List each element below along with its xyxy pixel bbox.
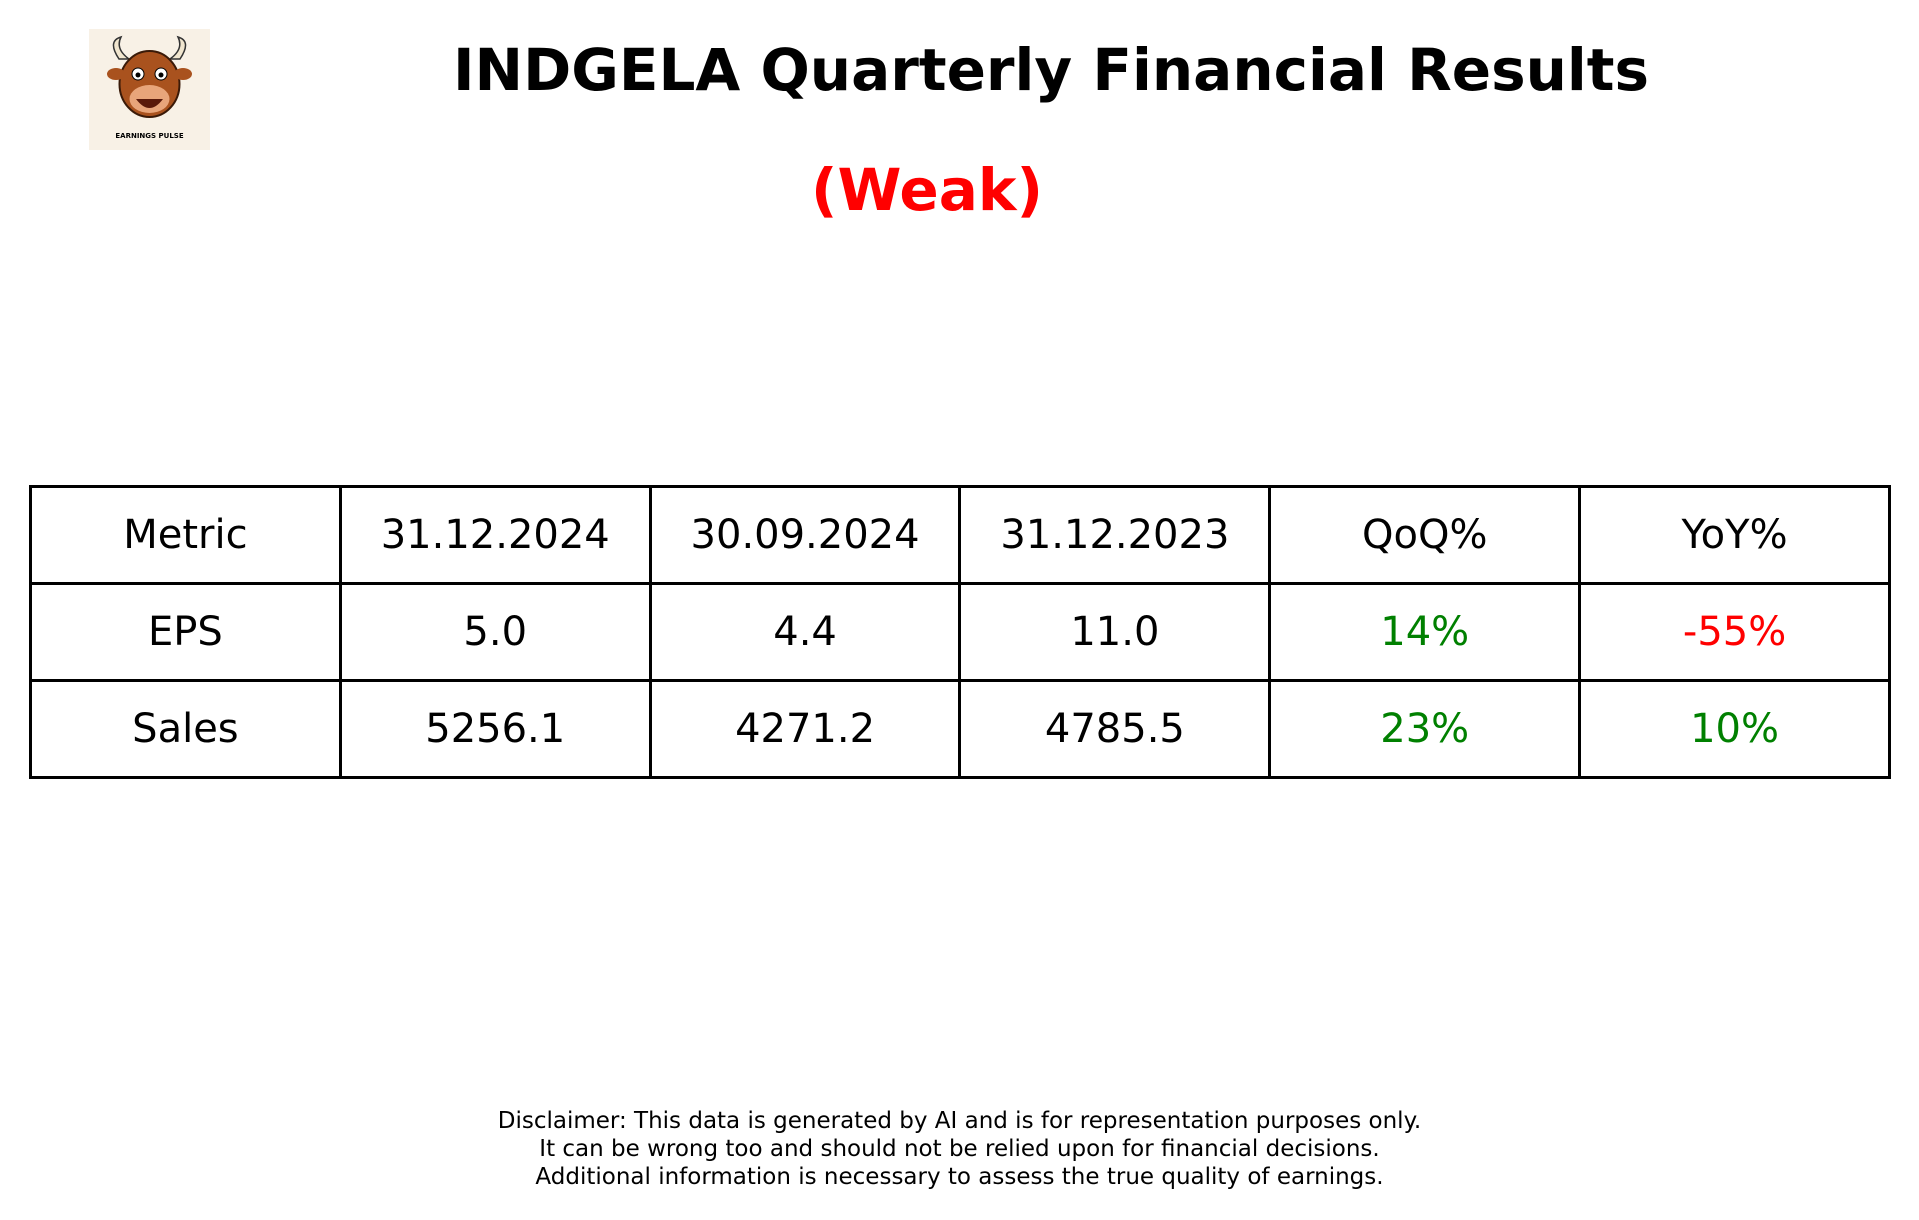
disclaimer-line: It can be wrong too and should not be re… — [539, 1136, 1380, 1162]
disclaimer-line: Disclaimer: This data is generated by AI… — [497, 1108, 1422, 1134]
cell: 14% — [1268, 582, 1582, 682]
data-row: Sales 5256.1 4271.2 4785.5 23% 10% — [29, 679, 1891, 779]
cell: 4.4 — [648, 582, 962, 682]
disclaimer: Disclaimer: This data is generated by AI… — [0, 1107, 1919, 1191]
logo-icon — [107, 35, 192, 118]
column-header: 30.09.2024 — [648, 485, 962, 585]
title: INDGELA Quarterly Financial Results — [452, 36, 1650, 104]
disclaimer-line: Additional information is necessary to a… — [535, 1164, 1384, 1190]
column-header: 31.12.2024 — [338, 485, 652, 585]
cell: -55% — [1578, 582, 1891, 682]
data-row: EPS 5.0 4.4 11.0 14% -55% — [29, 582, 1891, 682]
cell: EPS — [29, 582, 342, 682]
logo: EARNINGS PULSE — [89, 29, 210, 150]
column-header: 31.12.2023 — [958, 485, 1272, 585]
cell: Sales — [29, 679, 342, 779]
column-header: Metric — [29, 485, 342, 585]
cell: 5.0 — [338, 582, 652, 682]
cell: 4785.5 — [958, 679, 1272, 779]
header-row: Metric 31.12.2024 30.09.2024 31.12.2023 QoQ%… — [29, 485, 1891, 585]
cell: 5256.1 — [338, 679, 652, 779]
logo-text: EARNINGS PULSE — [115, 132, 184, 140]
results-table: Metric 31.12.2024 30.09.2024 31.12.2023 QoQ%… — [29, 485, 1891, 779]
cell: 10% — [1578, 679, 1891, 779]
column-header: QoQ% — [1268, 485, 1582, 585]
column-header: YoY% — [1578, 485, 1891, 585]
verdict: (Weak) — [811, 156, 1043, 224]
cell: 4271.2 — [648, 679, 962, 779]
cell: 23% — [1268, 679, 1582, 779]
cell: 11.0 — [958, 582, 1272, 682]
